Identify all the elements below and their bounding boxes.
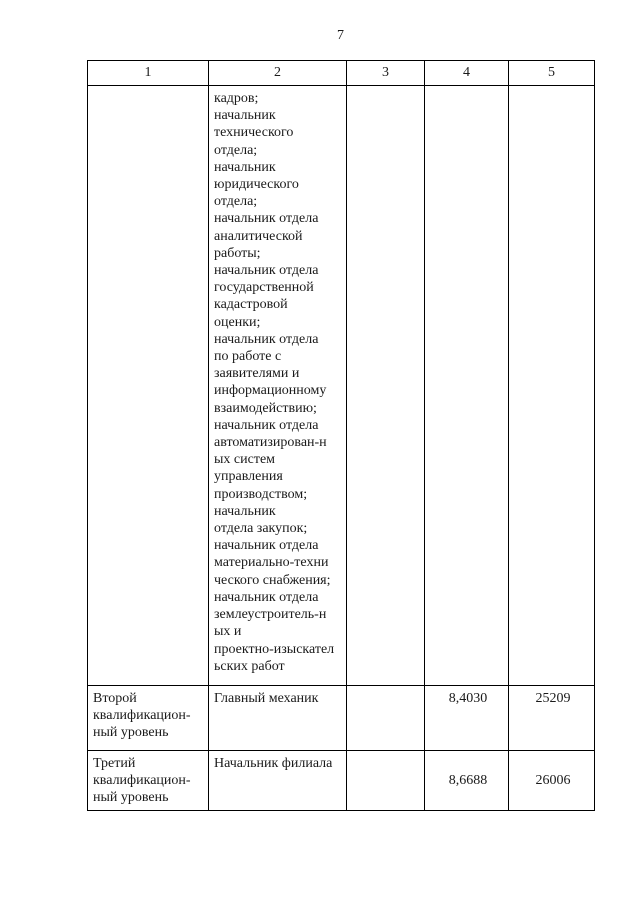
empty-cell: [346, 85, 425, 686]
coefficient-cell: [424, 85, 509, 686]
header-cell-col4: 4: [424, 60, 509, 86]
empty-cell: [346, 685, 425, 751]
positions-list-cell: Начальник филиала: [208, 750, 347, 811]
header-cell-col1: 1: [87, 60, 209, 86]
table-row-third-level: Третий квалификацион- ный уровень Началь…: [87, 750, 595, 811]
positions-list-cell: Главный механик: [208, 685, 347, 751]
header-cell-col2: 2: [208, 60, 347, 86]
positions-list-cell: кадров; начальник технического отдела; н…: [208, 85, 347, 686]
page-number: 7: [337, 28, 344, 43]
coefficient-cell: 8,6688: [424, 750, 509, 811]
header-cell-col3: 3: [346, 60, 425, 86]
table-row-second-level: Второй квалификацион- ный уровень Главны…: [87, 685, 595, 751]
empty-cell: [346, 750, 425, 811]
qualification-level-cell: [87, 85, 209, 686]
salary-cell: [508, 85, 595, 686]
table-header-row: 1 2 3 4 5: [87, 60, 595, 86]
header-cell-col5: 5: [508, 60, 595, 86]
qualification-level-cell: Третий квалификацион- ный уровень: [87, 750, 209, 811]
qualification-levels-table: 1 2 3 4 5 кадров; начальник технического…: [87, 60, 595, 811]
table-row-continuation: кадров; начальник технического отдела; н…: [87, 85, 595, 686]
coefficient-cell: 8,4030: [424, 685, 509, 751]
qualification-level-cell: Второй квалификацион- ный уровень: [87, 685, 209, 751]
salary-cell: 25209: [508, 685, 595, 751]
salary-cell: 26006: [508, 750, 595, 811]
